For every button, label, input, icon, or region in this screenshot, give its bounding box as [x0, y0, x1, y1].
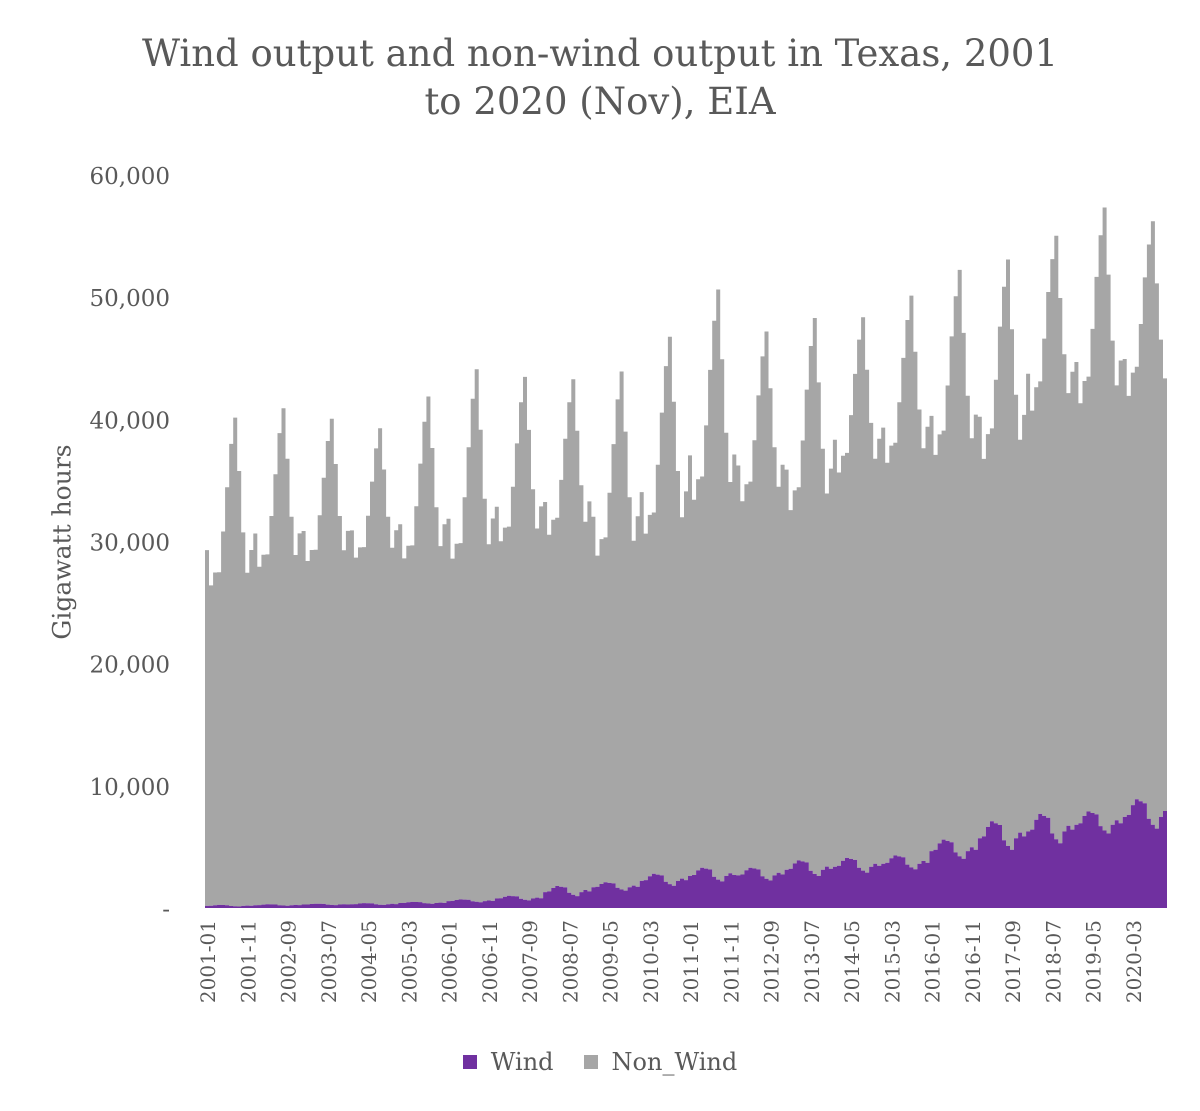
y-tick-label: 50,000 — [90, 286, 170, 312]
x-tick-label: 2007-09 — [518, 920, 542, 1003]
x-tick-label: 2015-03 — [880, 920, 904, 1003]
series-non-wind-area — [205, 207, 1167, 907]
x-tick-label: 2020-03 — [1122, 920, 1146, 1003]
x-tick-label: 2011-01 — [679, 920, 703, 1003]
x-tick-label: 2014-05 — [840, 920, 864, 1003]
x-tick-label: 2006-11 — [478, 920, 502, 1003]
x-tick-label: 2004-05 — [357, 920, 381, 1003]
series-wind-area — [205, 799, 1167, 908]
x-tick-label: 2011-11 — [719, 920, 743, 1003]
legend-label-wind: Wind — [490, 1048, 554, 1076]
x-tick-label: 2013-07 — [800, 920, 824, 1003]
x-tick-label: 2001-01 — [196, 920, 220, 1003]
y-tick-label: - — [162, 897, 170, 923]
x-tick-label: 2003-07 — [317, 920, 341, 1003]
x-tick-label: 2009-05 — [599, 920, 623, 1003]
legend-item-wind: Wind — [462, 1048, 554, 1076]
x-tick-label: 2001-11 — [236, 920, 260, 1003]
x-tick-label: 2006-01 — [438, 920, 462, 1003]
y-tick-label: 10,000 — [90, 775, 170, 801]
x-tick-label: 2016-11 — [961, 920, 985, 1003]
y-tick-label: 30,000 — [90, 531, 170, 557]
x-tick-label: 2008-07 — [558, 920, 582, 1003]
legend-label-non-wind: Non_Wind — [611, 1048, 738, 1076]
y-tick-label: 60,000 — [90, 164, 170, 190]
x-tick-label: 2018-07 — [1041, 920, 1065, 1003]
x-tick-label: 2016-01 — [921, 920, 945, 1003]
chart-title-line-1: Wind output and non-wind output in Texas… — [141, 32, 1058, 75]
y-tick-label: 20,000 — [90, 653, 170, 679]
x-tick-label: 2017-09 — [1001, 920, 1025, 1003]
chart-title-line-2: to 2020 (Nov), EIA — [424, 80, 776, 123]
legend-swatch-wind — [462, 1055, 477, 1069]
x-tick-label: 2019-05 — [1082, 920, 1106, 1003]
legend-swatch-non-wind — [583, 1055, 598, 1069]
y-tick-label: 40,000 — [90, 408, 170, 434]
legend-item-non-wind: Non_Wind — [583, 1048, 738, 1076]
chart-title: Wind output and non-wind output in Texas… — [0, 30, 1200, 126]
x-tick-label: 2005-03 — [397, 920, 421, 1003]
x-tick-label: 2010-03 — [639, 920, 663, 1003]
legend: Wind Non_Wind — [0, 1048, 1200, 1076]
x-tick-label: 2002-09 — [277, 920, 301, 1003]
x-tick-label: 2012-09 — [760, 920, 784, 1003]
